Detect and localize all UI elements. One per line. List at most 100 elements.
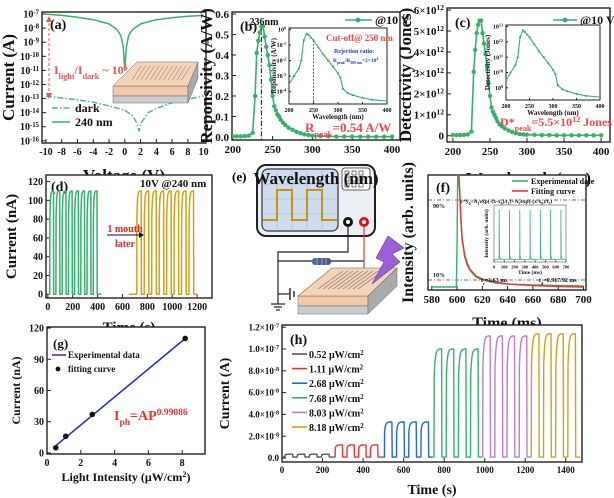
x-tick-label: 400 (90, 302, 105, 313)
data-point (469, 129, 474, 134)
inset-data-point (556, 84, 559, 87)
data-point (262, 34, 267, 39)
pulse-trace (47, 190, 102, 295)
x-tick-label: 600 (552, 265, 560, 270)
data-point (502, 126, 507, 131)
data-point (483, 51, 488, 57)
data-point (306, 132, 311, 138)
y-tick-label: 10-8 (23, 23, 39, 35)
x-tick-label: 350 (556, 146, 573, 158)
x-axis-label: Time (ms) (518, 269, 542, 276)
x-tick-label: 400 (593, 146, 610, 158)
data-point (547, 132, 552, 138)
electrode-finger (167, 65, 178, 81)
inset-data-point (551, 68, 555, 71)
panel-d: 020040060080010001200020406080100120Time… (4, 174, 213, 336)
data-point (342, 134, 347, 139)
x-tick-label: 350 (358, 108, 367, 114)
panel-label: (b) (240, 20, 257, 35)
data-point (256, 38, 261, 43)
data-point (569, 133, 574, 138)
inset-data-point (537, 49, 541, 53)
inset-data-point (561, 88, 564, 91)
y-tick-label: 10-11 (20, 65, 39, 77)
data-point (481, 41, 487, 46)
x-tick-label: 4 (154, 147, 159, 158)
panel-label-e: (e) (232, 169, 246, 184)
cutoff-annotation: Cut-off@ 250 nm (326, 33, 393, 43)
data-point (268, 77, 274, 82)
data-point (554, 133, 559, 138)
series-line (458, 175, 584, 288)
inset-data-point (533, 43, 536, 46)
pulse-trace (128, 190, 198, 295)
device-illustration (112, 61, 199, 104)
x-tick-label: 700 (575, 294, 592, 306)
y-tick-label: 10-7 (23, 9, 39, 21)
pulse-trace (481, 335, 531, 458)
x-tick-label: 250 (264, 144, 281, 156)
data-point (461, 132, 467, 138)
y-axis-label: Reponsivity (A/W) (197, 8, 216, 144)
y-tick-label: 30 (34, 417, 44, 428)
square-wave-trace (263, 189, 337, 221)
legend-marker (355, 17, 361, 23)
dpeak-annotation: D*peak=5.5×1012 Jones (500, 115, 612, 133)
inset-data-point (516, 56, 519, 59)
y-tick-label: 80 (33, 215, 43, 226)
decay-time: td=0.917/92 ms (539, 278, 577, 286)
inset-data-point (584, 94, 588, 97)
x-tick-label: 400 (596, 104, 605, 110)
electrode-finger (176, 65, 187, 81)
panel-f-inset: 0 100 200 300 400 500 600 700 Time (ms) Intensity… (483, 204, 570, 276)
x-tick-label: 500 (542, 265, 550, 270)
y-tick-label: 100 (278, 25, 286, 34)
y-tick-label: 60 (33, 233, 43, 244)
data-point (326, 134, 331, 139)
pulse-trace (282, 453, 334, 458)
y-tick-label: 10-15 (20, 122, 40, 134)
data-point (318, 133, 323, 139)
inset-data-point (575, 92, 578, 96)
plot-area (47, 190, 198, 295)
data-point (506, 128, 511, 133)
x-tick-label: 400 (384, 144, 401, 156)
panel-c-inset: 200 250 300 350 400 109 1010 1011 1012 1013 Wavele… (484, 22, 605, 117)
x-tick-label: 0 (493, 265, 496, 270)
plot-frame (505, 24, 601, 101)
data-point (474, 30, 479, 36)
data-point (513, 131, 519, 136)
button-grid (341, 167, 371, 191)
electrode-finger (163, 65, 173, 81)
data-point (260, 24, 266, 29)
legend-marker (55, 366, 61, 372)
y-tick-label: 10-13 (20, 94, 40, 106)
x-axis-label: Wavelength (nm) (527, 109, 579, 117)
inset-data-point (336, 72, 340, 75)
plot-frame (45, 174, 213, 299)
panel-label: (f) (436, 181, 450, 196)
plot-area (232, 24, 395, 140)
x-tick-label: 1200 (187, 302, 207, 313)
data-point (487, 93, 493, 99)
inset-data-point (341, 87, 344, 91)
x-tick-label: 400 (356, 465, 370, 475)
pulse-trace (432, 348, 482, 458)
y-tick-label: 100 (28, 196, 43, 207)
data-point (238, 134, 243, 139)
y-axis-label: Current (A) (218, 357, 233, 429)
x-tick-label: 1400 (557, 465, 576, 475)
data-point (478, 18, 484, 23)
x-tick-label: 350 (572, 104, 581, 110)
data-point (246, 133, 251, 138)
data-point (480, 30, 485, 36)
data-point (521, 132, 526, 137)
x-tick-label: 8 (180, 458, 185, 469)
x-tick-label: 400 (532, 265, 540, 270)
level-90-label: 90% (433, 204, 445, 210)
inset-data-point (371, 98, 374, 101)
y-tick-label: 10-4 (277, 87, 286, 96)
x-tick-label: 300 (304, 144, 321, 156)
y-tick-label: 10-3 (277, 72, 286, 81)
